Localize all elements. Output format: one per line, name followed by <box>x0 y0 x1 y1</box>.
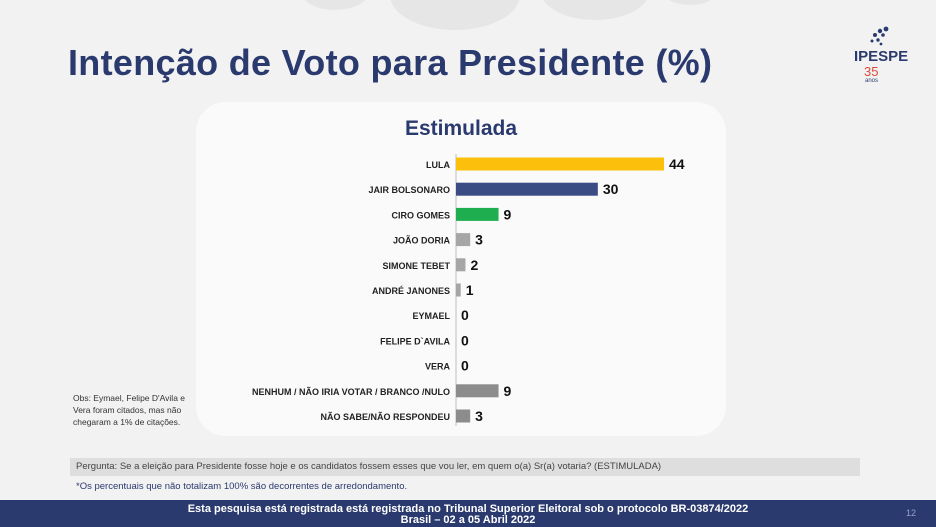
chart-title: Estimulada <box>404 117 518 140</box>
bar <box>456 283 461 297</box>
ipespe-logo: IPESPE 35 anos <box>848 26 910 86</box>
decorative-circle <box>660 0 720 5</box>
category-label: LULA <box>426 160 450 170</box>
value-label: 2 <box>470 257 478 273</box>
category-label: EYMAEL <box>412 311 450 321</box>
bar <box>456 207 499 221</box>
page-number: 12 <box>905 508 916 518</box>
value-label: 9 <box>504 206 512 222</box>
value-label: 1 <box>466 282 474 298</box>
value-label: 0 <box>461 358 469 374</box>
footer-date: Brasil – 02 a 05 Abril 2022 <box>400 514 536 526</box>
category-label: ANDRÉ JANONES <box>372 286 450 296</box>
footer-bar: Esta pesquisa está registrada está regis… <box>0 500 936 527</box>
footer-registration: Esta pesquisa está registrada está regis… <box>187 503 749 515</box>
logo-brand: IPESPE <box>854 48 909 65</box>
category-label: FELIPE D`AVILA <box>380 336 450 346</box>
logo-number: 35 <box>864 64 879 79</box>
value-label: 44 <box>669 156 685 172</box>
question-box: Pergunta: Se a eleição para Presidente f… <box>70 458 860 476</box>
value-label: 9 <box>504 383 512 399</box>
decorative-circle <box>300 0 370 10</box>
logo-dots-icon <box>870 26 889 46</box>
value-label: 0 <box>461 307 469 323</box>
value-label: 30 <box>603 181 619 197</box>
value-label: 3 <box>475 232 483 248</box>
bar <box>456 258 466 272</box>
category-label: SIMONE TEBET <box>382 261 450 271</box>
logo-suffix: anos <box>865 78 879 84</box>
bar <box>456 409 471 423</box>
category-label: VERA <box>425 362 451 372</box>
category-label: NÃO SABE/NÃO RESPONDEU <box>320 412 450 422</box>
decorative-circle <box>540 0 650 20</box>
value-label: 3 <box>475 408 483 424</box>
category-label: JAIR BOLSONARO <box>368 185 450 195</box>
bar <box>456 384 499 398</box>
category-label: NENHUM / NÃO IRIA VOTAR / BRANCO /NULO <box>252 387 450 397</box>
category-label: CIRO GOMES <box>391 210 450 220</box>
bar <box>456 182 598 196</box>
value-label: 0 <box>461 332 469 348</box>
bar <box>456 157 664 171</box>
bar <box>456 233 471 247</box>
page-title: Intenção de Voto para Presidente (%) <box>68 42 713 83</box>
category-label: JOÃO DORIA <box>393 236 451 246</box>
rounding-note: *Os percentuais que não totalizam 100% s… <box>76 481 408 492</box>
observation-note: Obs: Eymael, Felipe D'Avila e Vera foram… <box>73 393 186 427</box>
